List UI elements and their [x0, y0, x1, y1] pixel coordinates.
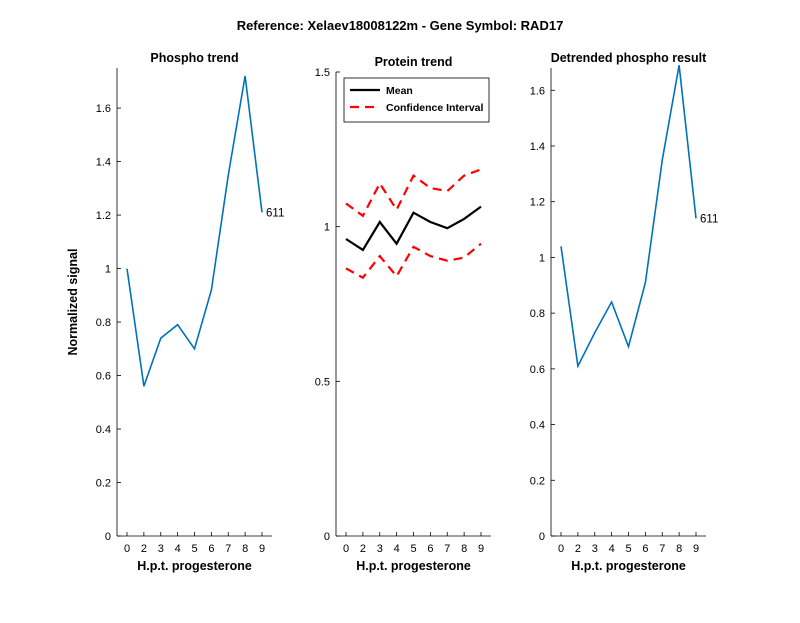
chart-3-title: Detrended phospho result	[551, 51, 707, 65]
x-tick-label: 3	[592, 543, 598, 555]
y-tick-label: 0.6	[96, 371, 111, 383]
y-tick-label: 1.4	[530, 141, 545, 153]
y-tick-label: 1	[539, 252, 545, 264]
x-tick-label: 7	[225, 543, 231, 555]
chart-2-legend-box	[343, 77, 490, 123]
x-tick-label: 3	[377, 543, 383, 555]
chart-3-end-label: 611	[700, 213, 718, 225]
x-tick-label: 7	[444, 543, 450, 555]
x-tick-label: 9	[693, 543, 699, 555]
chart-2-series-1-line	[345, 205, 482, 252]
y-tick-label: 1	[105, 264, 111, 276]
y-tick-label: 1	[324, 222, 330, 234]
x-tick-label: 0	[343, 543, 349, 555]
y-tick-label: 1.4	[96, 157, 111, 169]
chart-3-x-label: H.p.t. progesterone	[571, 559, 686, 573]
y-tick-label: 0.4	[530, 420, 545, 432]
x-tick-label: 6	[208, 543, 214, 555]
y-tick-label: 0.8	[96, 317, 111, 329]
chart-1-end-label: 611	[266, 207, 284, 219]
y-tick-label: 0.2	[96, 478, 111, 490]
x-tick-label: 7	[659, 543, 665, 555]
y-tick-label: 1.6	[530, 85, 545, 97]
x-tick-label: 8	[461, 543, 467, 555]
x-tick-label: 5	[191, 543, 197, 555]
y-tick-label: 1.5	[315, 67, 330, 79]
x-tick-label: 9	[259, 543, 265, 555]
x-tick-label: 4	[394, 543, 400, 555]
y-tick-label: 1.6	[96, 103, 111, 115]
x-tick-label: 4	[175, 543, 181, 555]
x-tick-label: 5	[410, 543, 416, 555]
y-tick-label: 0.6	[530, 364, 545, 376]
y-tick-label: 0.2	[530, 475, 545, 487]
x-tick-label: 2	[575, 543, 581, 555]
y-tick-label: 0	[324, 531, 330, 543]
y-tick-label: 0.5	[315, 376, 330, 388]
y-tick-label: 1.2	[530, 197, 545, 209]
y-tick-label: 1.2	[96, 210, 111, 222]
x-tick-label: 0	[558, 543, 564, 555]
x-tick-label: 8	[242, 543, 248, 555]
legend-label: Confidence Interval	[386, 102, 484, 114]
x-tick-label: 5	[625, 543, 631, 555]
y-tick-label: 0	[539, 531, 545, 543]
chart-1-y-label: Normalized signal	[66, 249, 80, 356]
chart-2-series-3-line	[345, 242, 482, 280]
y-tick-label: 0.4	[96, 424, 111, 436]
x-tick-label: 8	[676, 543, 682, 555]
chart-3-series-1-line	[560, 65, 697, 369]
y-tick-label: 0	[105, 531, 111, 543]
figure-suptitle: Reference: Xelaev18008122m - Gene Symbol…	[237, 18, 564, 33]
x-tick-label: 9	[478, 543, 484, 555]
chart-1-x-label: H.p.t. progesterone	[137, 559, 252, 573]
x-tick-label: 3	[158, 543, 164, 555]
chart-1-title: Phospho trend	[150, 51, 238, 65]
chart-1-series-1-line	[126, 75, 263, 387]
x-tick-label: 6	[642, 543, 648, 555]
chart-2-series-2-line	[345, 168, 482, 218]
chart-2-x-label: H.p.t. progesterone	[356, 559, 471, 573]
chart-2-title: Protein trend	[375, 55, 453, 69]
x-tick-label: 4	[609, 543, 615, 555]
x-tick-label: 0	[124, 543, 130, 555]
legend-label: Mean	[386, 85, 413, 97]
x-tick-label: 2	[360, 543, 366, 555]
y-tick-label: 0.8	[530, 308, 545, 320]
x-tick-label: 2	[141, 543, 147, 555]
x-tick-label: 6	[427, 543, 433, 555]
